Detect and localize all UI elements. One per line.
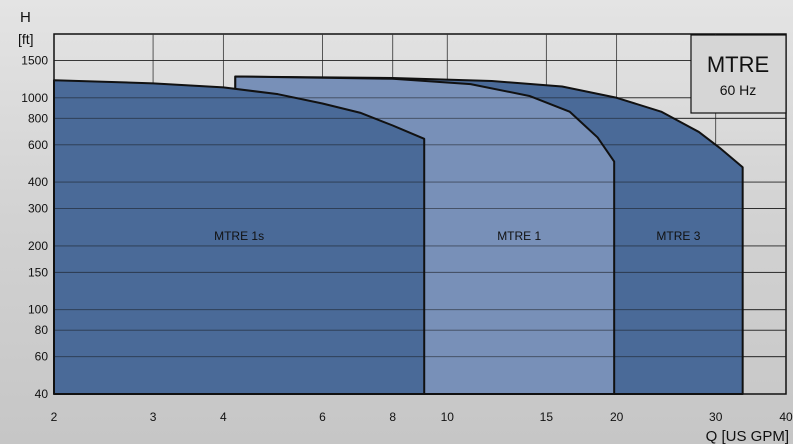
- x-tick-label: 2: [51, 410, 58, 424]
- label-mtre-1s: MTRE 1s: [214, 229, 264, 243]
- y-tick-label: 40: [35, 387, 49, 401]
- performance-areas: [53, 75, 744, 395]
- model-badge-box: [690, 34, 787, 114]
- x-tick-label: 40: [779, 410, 793, 424]
- y-tick-label: 200: [28, 239, 48, 253]
- label-mtre-3: MTRE 3: [656, 229, 700, 243]
- x-tick-label: 30: [709, 410, 723, 424]
- y-tick-label: 1500: [21, 53, 48, 67]
- x-tick-label: 8: [389, 410, 396, 424]
- x-axis-title: Q [US GPM]: [706, 428, 789, 444]
- y-tick-label: 80: [35, 323, 49, 337]
- overlay-grid-lines: [54, 60, 786, 358]
- area-mtre-1s: [53, 79, 426, 395]
- x-tick-label: 10: [441, 410, 455, 424]
- model-badge: MTRE 60 Hz: [690, 34, 787, 114]
- y-tick-label: 1000: [21, 91, 48, 105]
- y-tick-label: 400: [28, 175, 48, 189]
- x-tick-label: 6: [319, 410, 326, 424]
- y-tick-label: 100: [28, 303, 48, 317]
- area-labels: MTRE 3 MTRE 1 MTRE 1s: [214, 229, 701, 243]
- y-tick-label: 300: [28, 202, 48, 216]
- y-tick-label: 150: [28, 265, 48, 279]
- x-tick-label: 4: [220, 410, 227, 424]
- x-tick-label: 20: [610, 410, 624, 424]
- x-tick-labels: 2 3 4 6 8 10 15 20 30 40: [51, 410, 793, 424]
- y-tick-label: 60: [35, 350, 49, 364]
- x-tick-label: 3: [150, 410, 157, 424]
- x-tick-label: 15: [540, 410, 554, 424]
- model-badge-frequency: 60 Hz: [720, 82, 757, 98]
- y-axis-unit: [ft]: [18, 31, 34, 47]
- y-tick-label: 600: [28, 138, 48, 152]
- y-axis-symbol: H: [20, 9, 31, 26]
- y-tick-label: 800: [28, 111, 48, 125]
- model-badge-title: MTRE: [707, 52, 769, 77]
- y-tick-labels: 40 60 80 100 150 200 300 400 600 800 1000 1500: [21, 53, 48, 401]
- label-mtre-1: MTRE 1: [497, 229, 541, 243]
